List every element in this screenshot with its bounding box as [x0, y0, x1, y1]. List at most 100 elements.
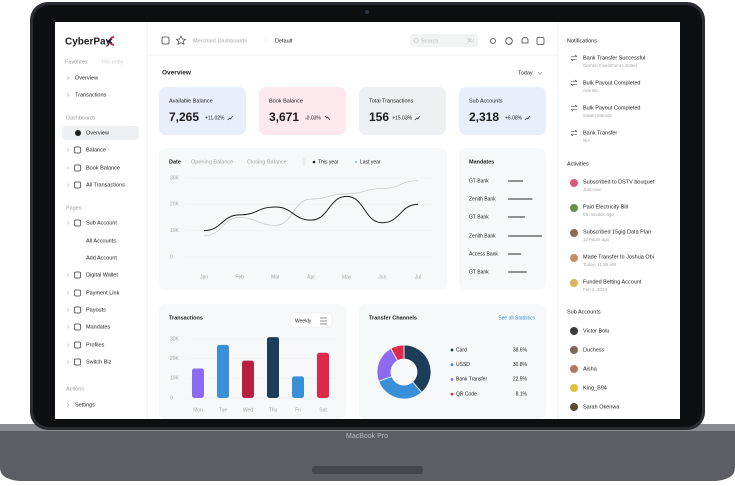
panel-icon[interactable]	[536, 37, 545, 45]
bank-label: GT Bank	[469, 269, 489, 275]
mandates-panel	[459, 148, 546, 290]
nav-item[interactable]: Settings	[75, 402, 95, 408]
legend-label: Card	[456, 347, 467, 353]
card-label: Book Balance	[269, 98, 303, 104]
activity-sub: Just now	[583, 187, 602, 192]
avatar	[570, 403, 578, 411]
activity-title[interactable]: Funded Betting Account	[583, 279, 642, 285]
chart-tab[interactable]: Date	[169, 159, 181, 165]
section-title: Actions	[66, 386, 84, 392]
stat-card	[259, 87, 346, 135]
activity-sub: 12 hours ago	[583, 237, 610, 242]
sub-account-name[interactable]: Victor Bolu	[583, 328, 610, 334]
nav-item[interactable]: Payouts	[86, 307, 106, 313]
panel-title: Sub Accounts	[567, 309, 601, 315]
nav-item[interactable]: Digital Wallet	[86, 272, 118, 278]
nav-item[interactable]: Mandates	[86, 324, 110, 330]
card-change: +6.08%	[505, 115, 523, 121]
activity-title[interactable]: Subscribed 15gig Data Plan	[583, 229, 651, 235]
nav-item[interactable]: All Accounts	[86, 238, 116, 244]
avatar	[570, 254, 578, 262]
chevron	[66, 291, 70, 295]
nav-item[interactable]: Transactions	[75, 92, 107, 98]
search-placeholder: Search	[421, 38, 438, 44]
x-tick-label: Feb	[235, 274, 244, 280]
legend-label: USSD	[456, 362, 470, 368]
mandate-bar	[508, 271, 527, 273]
nav-item[interactable]: All Transactions	[86, 182, 125, 188]
notification-title[interactable]: Bulk Payout Completed	[583, 105, 640, 111]
activity-sub: 59 minutes ago	[583, 212, 614, 217]
x-tick-label: Tue	[219, 407, 228, 413]
nav-item[interactable]: Overview	[75, 75, 98, 81]
nav-icon	[74, 289, 81, 297]
link[interactable]: See all Statistics	[498, 315, 535, 321]
nav-icon	[75, 130, 81, 136]
card-label: Available Balance	[169, 98, 213, 104]
sub-account-name[interactable]: Sarah Okenwa	[583, 404, 620, 410]
notification-title[interactable]: Bulk Payout Completed	[583, 80, 640, 86]
toggle-icon[interactable]	[161, 36, 170, 45]
star-icon[interactable]	[175, 35, 187, 45]
bell-icon[interactable]	[521, 36, 529, 44]
nav-item[interactable]: Balance	[86, 147, 106, 153]
breadcrumb[interactable]: Merchant Dashboards	[193, 38, 247, 44]
x-tick-label: Jan	[200, 274, 208, 280]
search-box[interactable]	[410, 34, 478, 47]
nav-item[interactable]: Payment Link	[86, 290, 120, 296]
nav-icon	[74, 358, 81, 366]
nav-item[interactable]: Switch Biz	[86, 359, 112, 365]
chart-tab[interactable]: Opening Balance	[191, 159, 233, 165]
chart-tab[interactable]: Closing Balance	[247, 159, 287, 165]
x-tick-label: Mar	[271, 274, 280, 280]
nav-item[interactable]: Profiles	[86, 342, 105, 348]
avatar	[570, 204, 578, 212]
nav-item[interactable]: Book Balance	[86, 165, 120, 171]
nav-icon	[74, 219, 81, 227]
panel-title: Transfer Channels	[369, 315, 417, 321]
notification-title[interactable]: Bank Transfer	[583, 130, 617, 136]
activity-title[interactable]: Paid Electricity Bill	[583, 204, 628, 210]
chevron	[66, 325, 70, 329]
notification-title[interactable]: Bank Transfer Successful	[583, 55, 645, 61]
transfer-icon	[570, 54, 578, 62]
section-title: Pages	[66, 205, 82, 211]
period-button[interactable]	[289, 312, 333, 328]
device-label: MacBook Pro	[346, 433, 388, 440]
sub-account-name[interactable]: Aisha	[583, 366, 598, 372]
trend-icon	[524, 115, 531, 121]
chevron	[66, 308, 70, 312]
chevron	[66, 221, 70, 225]
tab[interactable]: Favorites	[65, 59, 88, 65]
period-label: Weekly	[295, 318, 312, 324]
notification-sub: N/A	[583, 138, 591, 143]
legend-label: QR Code	[456, 391, 477, 397]
tab[interactable]: Recently	[102, 59, 124, 65]
section-title: Overview	[162, 70, 192, 77]
chevron	[66, 166, 70, 170]
y-tick-label: 30K	[170, 175, 180, 181]
y-tick-label: 0	[170, 395, 173, 401]
legend-dot	[450, 348, 454, 352]
chevron	[537, 71, 543, 75]
activity-title[interactable]: Made Transfer to Joshua Obi	[583, 254, 654, 260]
stat-card	[359, 87, 446, 135]
activity-title[interactable]: Subscribed to DSTV bouquet	[583, 179, 655, 185]
sub-account-name[interactable]: Duchess	[583, 347, 605, 353]
nav-item[interactable]: Add Account	[86, 255, 117, 261]
card-change: +11.02%	[205, 115, 225, 121]
history-icon[interactable]	[505, 37, 513, 45]
legend-label: This year	[318, 159, 339, 165]
period-select[interactable]: Today	[518, 70, 533, 76]
mandate-bar	[508, 198, 533, 200]
chevron	[66, 93, 70, 97]
theme-icon[interactable]	[490, 38, 496, 44]
laptop-base	[0, 424, 735, 481]
nav-item[interactable]: Sub Account	[86, 220, 117, 226]
bank-label: Zenith Bank	[469, 196, 496, 202]
sub-account-name[interactable]: King_B94	[583, 385, 607, 391]
nav-icon	[74, 271, 81, 279]
trend-icon	[324, 115, 331, 121]
legend-label: Bank Transfer	[456, 377, 487, 383]
nav-item[interactable]: Overview	[86, 130, 109, 136]
